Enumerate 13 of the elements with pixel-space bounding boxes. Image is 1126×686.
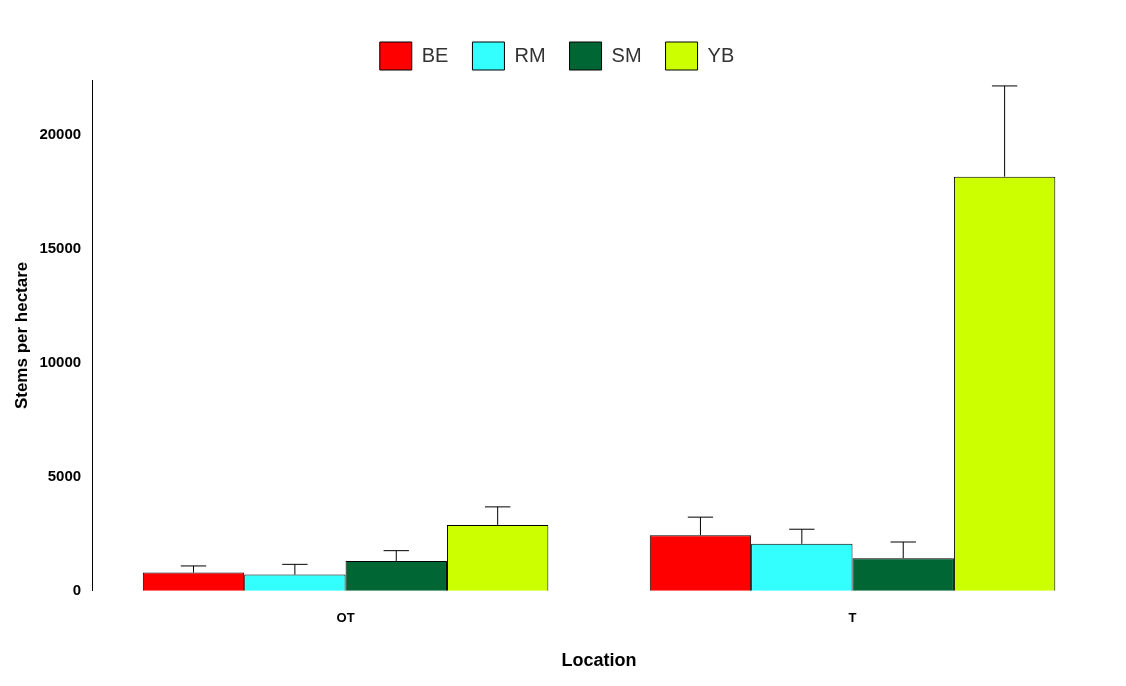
y-tick-label: 10000 bbox=[39, 352, 82, 370]
y-tick-label: 5000 bbox=[47, 466, 82, 484]
y-tick-label: 0 bbox=[72, 580, 82, 598]
x-tick-label: T bbox=[848, 610, 857, 626]
legend-label: BE bbox=[421, 43, 449, 66]
y-tick-label: 15000 bbox=[39, 238, 82, 256]
y-tick-label: 20000 bbox=[39, 124, 82, 142]
x-tick-label: OT bbox=[336, 610, 355, 626]
y-axis-title: Stems per hectare bbox=[11, 261, 31, 410]
legend-label: YB bbox=[707, 43, 735, 66]
legend-label: RM bbox=[514, 43, 546, 66]
legend-label: SM bbox=[611, 43, 642, 66]
x-axis-title: Location bbox=[561, 650, 637, 671]
